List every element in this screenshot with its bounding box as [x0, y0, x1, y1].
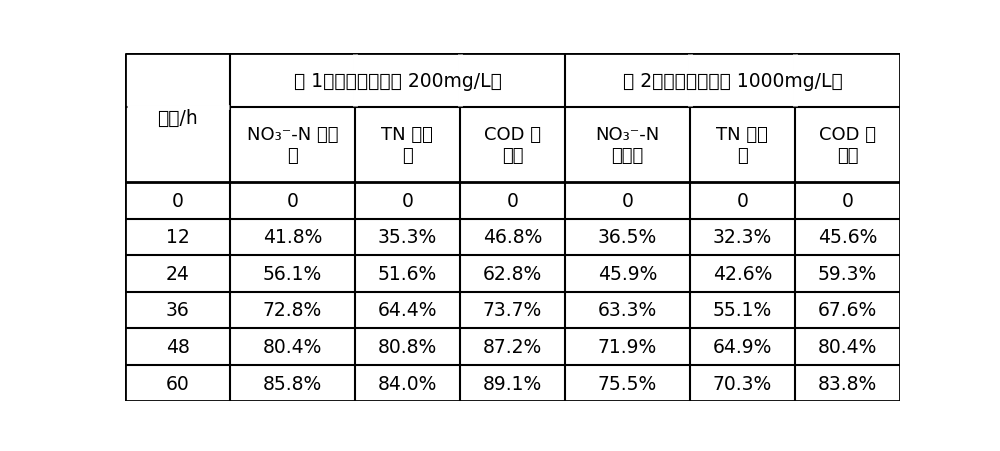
Text: 87.2%: 87.2% — [483, 337, 542, 356]
Text: 12: 12 — [166, 228, 189, 247]
Text: 64.4%: 64.4% — [378, 301, 437, 320]
Text: TN 去除
率: TN 去除 率 — [381, 126, 433, 165]
Text: 67.6%: 67.6% — [818, 301, 877, 320]
Text: 组 1（硝酸盐浓度为 200mg/L）: 组 1（硝酸盐浓度为 200mg/L） — [294, 72, 502, 91]
Text: 84.0%: 84.0% — [378, 374, 437, 393]
Text: 89.1%: 89.1% — [483, 374, 542, 393]
Text: 85.8%: 85.8% — [263, 374, 322, 393]
Text: 32.3%: 32.3% — [713, 228, 772, 247]
Text: COD 去
除率: COD 去 除率 — [484, 126, 541, 165]
Text: 45.6%: 45.6% — [818, 228, 877, 247]
Text: 41.8%: 41.8% — [263, 228, 322, 247]
Text: 83.8%: 83.8% — [818, 374, 877, 393]
Text: 80.4%: 80.4% — [818, 337, 877, 356]
Text: 35.3%: 35.3% — [378, 228, 437, 247]
Text: 60: 60 — [166, 374, 189, 393]
Text: 51.6%: 51.6% — [378, 264, 437, 283]
Text: 56.1%: 56.1% — [263, 264, 322, 283]
Text: 80.8%: 80.8% — [378, 337, 437, 356]
Text: 36: 36 — [166, 301, 189, 320]
Text: NO₃⁻-N
去除率: NO₃⁻-N 去除率 — [595, 126, 660, 165]
Text: 62.8%: 62.8% — [483, 264, 542, 283]
Text: 72.8%: 72.8% — [263, 301, 322, 320]
Text: TN 去除
率: TN 去除 率 — [716, 126, 768, 165]
Text: 0: 0 — [172, 191, 183, 210]
Text: 36.5%: 36.5% — [598, 228, 657, 247]
Text: 63.3%: 63.3% — [598, 301, 657, 320]
Text: 73.7%: 73.7% — [483, 301, 542, 320]
Text: NO₃⁻-N 去除
率: NO₃⁻-N 去除 率 — [247, 126, 338, 165]
Text: COD 去
除率: COD 去 除率 — [819, 126, 876, 165]
Text: 时间/h: 时间/h — [157, 109, 198, 128]
Text: 24: 24 — [166, 264, 189, 283]
Text: 80.4%: 80.4% — [263, 337, 322, 356]
Text: 48: 48 — [166, 337, 189, 356]
Text: 70.3%: 70.3% — [713, 374, 772, 393]
Text: 0: 0 — [842, 191, 853, 210]
Text: 64.9%: 64.9% — [713, 337, 772, 356]
Text: 42.6%: 42.6% — [713, 264, 772, 283]
Text: 45.9%: 45.9% — [598, 264, 657, 283]
Text: 59.3%: 59.3% — [818, 264, 877, 283]
Text: 0: 0 — [507, 191, 518, 210]
Text: 71.9%: 71.9% — [598, 337, 657, 356]
Text: 组 2（硝酸盐浓度为 1000mg/L）: 组 2（硝酸盐浓度为 1000mg/L） — [623, 72, 842, 91]
Text: 0: 0 — [736, 191, 748, 210]
Text: 0: 0 — [287, 191, 298, 210]
Text: 0: 0 — [621, 191, 633, 210]
Text: 55.1%: 55.1% — [713, 301, 772, 320]
Text: 46.8%: 46.8% — [483, 228, 542, 247]
Text: 75.5%: 75.5% — [598, 374, 657, 393]
Text: 0: 0 — [401, 191, 413, 210]
